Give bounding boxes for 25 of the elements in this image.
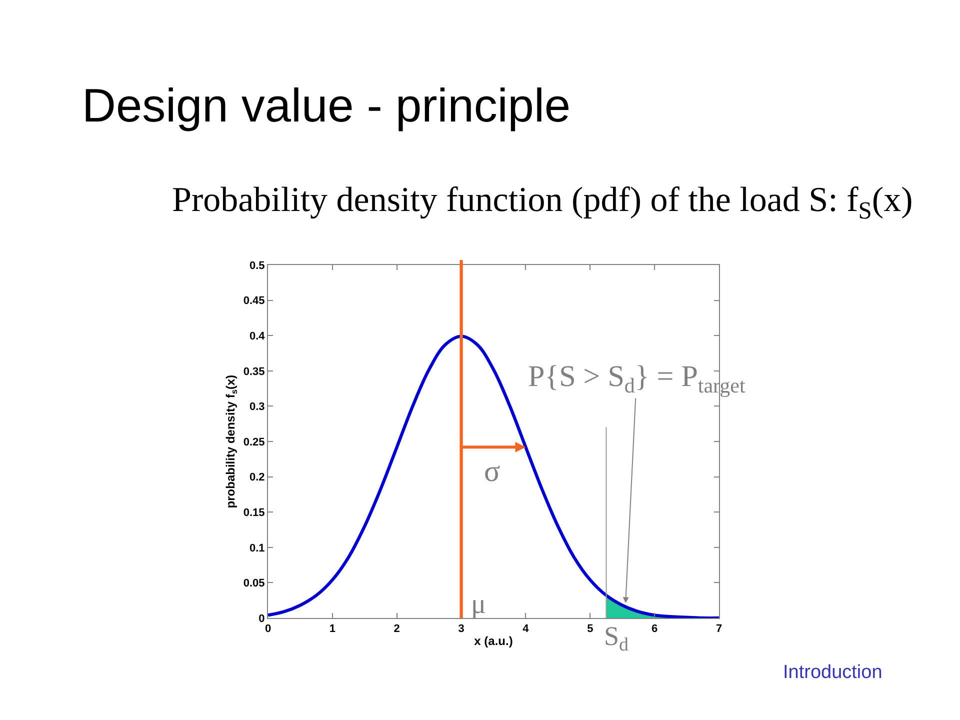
x-tick-label: 7 [716, 623, 722, 636]
text: Introduction [783, 662, 882, 683]
y-tick-label: 0 [258, 612, 265, 625]
y-tick-label: 0.4 [250, 330, 266, 342]
y-tick-label: 0.15 [243, 506, 265, 519]
x-axis-title: x (a.u.) [474, 634, 513, 648]
annotation: σ [484, 455, 500, 488]
y-tick-label: 0.05 [243, 578, 265, 590]
ref-line-label: μ [471, 589, 486, 620]
x-tick-label: 1 [329, 623, 336, 636]
x-tick-label: 6 [652, 623, 658, 636]
ref-line-label: S$_{d}$ [604, 621, 630, 656]
y-tick-label: 0.5 [250, 260, 265, 272]
y-tick-label: 0.1 [250, 542, 265, 554]
chart-title: Design value - principle [82, 78, 571, 132]
x-tick-label: 5 [587, 623, 594, 636]
x-tick-label: 4 [522, 623, 530, 636]
y-tick-label: 0.35 [243, 366, 265, 378]
y-tick-label: 0.45 [243, 295, 265, 308]
y-tick-label: 0.25 [243, 436, 265, 448]
y-tick-label: 0.3 [250, 401, 265, 414]
x-tick-label: 2 [394, 623, 400, 636]
chart-subtitle: Probability density function (pdf) of the load S: f$_{S}$(x) [172, 180, 913, 224]
y-tick-label: 0.2 [250, 472, 265, 484]
x-tick-label: 3 [458, 623, 464, 636]
